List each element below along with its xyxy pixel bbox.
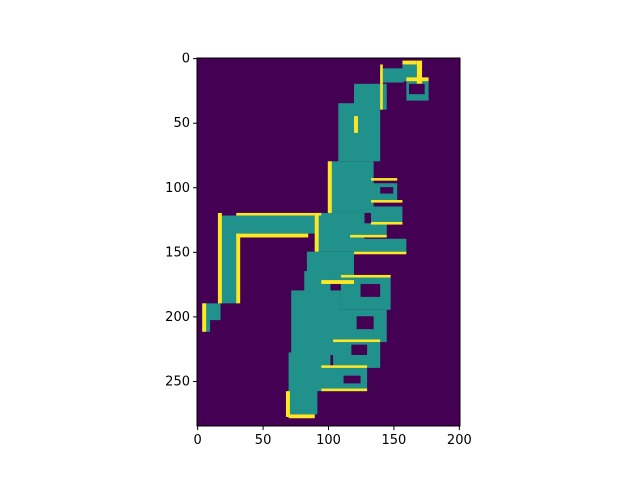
wall-cell-block-9 xyxy=(202,303,207,332)
y-axis: 0 50 100 150 200 250 xyxy=(165,52,197,389)
free-cell-block-18 xyxy=(354,238,407,252)
wall-cell-block-23 xyxy=(406,77,429,82)
wall-layer xyxy=(202,60,429,419)
unknown-cell-block-4 xyxy=(343,375,361,384)
x-axis: 0 50 100 150 200 xyxy=(194,426,472,448)
wall-cell-block-18 xyxy=(321,388,368,392)
x-tick-label: 200 xyxy=(447,433,472,448)
wall-cell-block-3 xyxy=(327,161,332,213)
free-cell-block-16 xyxy=(371,206,403,224)
unknown-cell-block-5 xyxy=(360,283,381,297)
unknown-cell-block-0 xyxy=(408,83,425,95)
y-tick-label: 250 xyxy=(165,374,190,389)
free-cell-block-0 xyxy=(402,64,417,82)
wall-cell-block-0 xyxy=(380,64,383,110)
wall-cell-block-7 xyxy=(217,212,222,304)
wall-cell-block-6 xyxy=(236,233,309,238)
wall-cell-block-19 xyxy=(288,414,315,419)
x-tick-label: 150 xyxy=(382,433,407,448)
free-cell-block-3 xyxy=(338,103,381,162)
y-tick-label: 0 xyxy=(182,52,190,67)
wall-cell-block-20 xyxy=(285,391,290,417)
free-cell-block-12 xyxy=(217,215,239,304)
wall-cell-block-12 xyxy=(371,221,403,225)
x-tick-label: 0 xyxy=(194,433,202,448)
x-tick-label: 100 xyxy=(316,433,341,448)
wall-cell-block-2 xyxy=(416,60,423,84)
wall-cell-block-11 xyxy=(371,200,403,203)
free-cell-block-10 xyxy=(288,387,318,415)
wall-cell-block-1 xyxy=(402,60,417,65)
x-tick-label: 50 xyxy=(255,433,272,448)
plot-area xyxy=(197,58,460,426)
free-cell-block-13 xyxy=(202,303,221,321)
unknown-cell-block-2 xyxy=(356,316,374,330)
y-tick-label: 150 xyxy=(165,245,190,260)
wall-cell-block-4 xyxy=(314,212,319,252)
wall-cell-block-14 xyxy=(354,251,407,255)
wall-cell-block-8 xyxy=(236,233,241,304)
wall-cell-block-15 xyxy=(340,274,391,278)
free-cell-block-1 xyxy=(380,68,404,83)
noise-layer xyxy=(343,83,425,384)
free-cell-block-17 xyxy=(350,223,387,237)
free-cell-block-11 xyxy=(236,215,322,234)
y-tick-label: 50 xyxy=(173,116,190,131)
free-cell-block-8 xyxy=(291,290,341,355)
wall-cell-block-21 xyxy=(354,116,358,133)
free-cell-block-4 xyxy=(327,161,374,213)
wall-cell-block-13 xyxy=(350,234,387,238)
wall-cell-block-10 xyxy=(371,178,398,181)
wall-cell-block-5 xyxy=(236,212,322,216)
y-tick-label: 200 xyxy=(165,310,190,325)
unknown-cell-block-1 xyxy=(380,187,394,194)
wall-cell-block-16 xyxy=(333,339,381,343)
wall-cell-block-22 xyxy=(321,280,355,284)
wall-cell-block-17 xyxy=(321,365,368,368)
y-tick-label: 100 xyxy=(165,181,190,196)
unknown-cell-block-3 xyxy=(351,344,368,355)
